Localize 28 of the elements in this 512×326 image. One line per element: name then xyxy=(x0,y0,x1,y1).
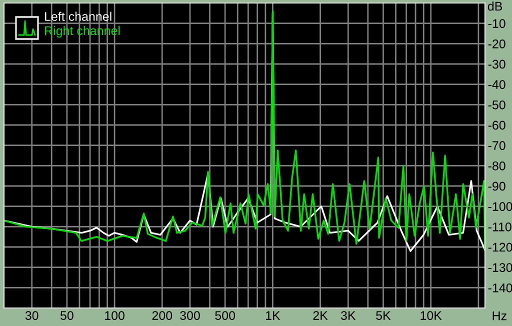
y-tick-label: -30 xyxy=(488,60,506,69)
y-tick-label: -20 xyxy=(488,39,506,48)
x-tick-label: 1K xyxy=(266,311,280,320)
x-tick-label: 2K xyxy=(313,311,328,320)
y-tick-label: -130 xyxy=(488,263,512,272)
y-tick-label: -110 xyxy=(488,222,512,232)
y-tick-label: -40 xyxy=(488,80,506,89)
x-axis-title: Hz xyxy=(492,312,506,320)
x-tick-label: 100 xyxy=(105,311,124,320)
y-tick-label: -10 xyxy=(488,19,506,28)
x-tick-label: 3K xyxy=(340,311,356,320)
x-tick-label: 30 xyxy=(25,311,38,320)
x-tick-label: 200 xyxy=(152,311,172,320)
y-tick-label: -60 xyxy=(488,120,506,130)
y-tick-label: -80 xyxy=(488,161,506,170)
y-tick-label: -120 xyxy=(488,242,512,252)
y-axis-title: dB xyxy=(488,1,502,11)
x-tick-label: 10K xyxy=(420,311,442,320)
y-tick-label: -70 xyxy=(488,141,506,150)
y-tick-label: -50 xyxy=(488,100,506,110)
x-tick-label: 500 xyxy=(215,311,236,320)
y-tick-label: -90 xyxy=(488,182,506,191)
x-tick-label: 5K xyxy=(376,311,391,320)
x-tick-label: 50 xyxy=(60,311,74,320)
y-tick-label: -140 xyxy=(488,283,512,292)
text: Left channel xyxy=(45,12,112,21)
y-tick-label: -100 xyxy=(488,202,512,211)
x-tick-label: 300 xyxy=(180,311,200,320)
